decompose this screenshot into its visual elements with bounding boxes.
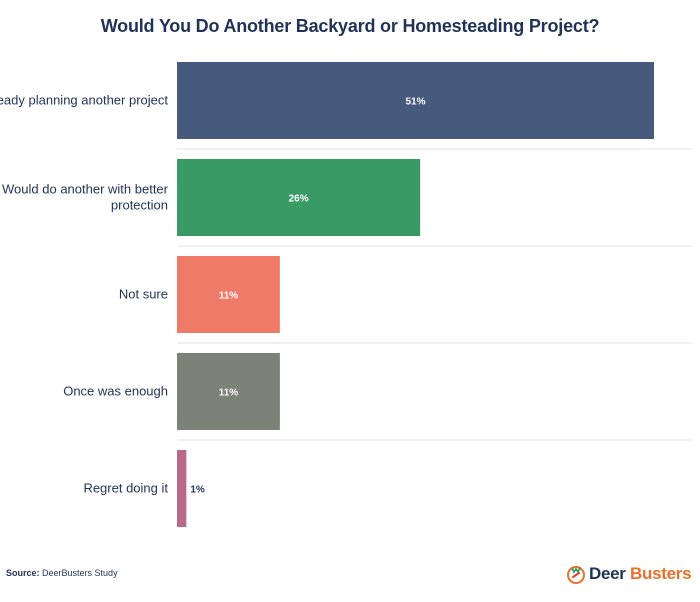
source-text: DeerBusters Study (42, 568, 118, 578)
category-label: Not sure (119, 287, 168, 302)
category-label: Once was enough (63, 384, 168, 399)
value-label: 1% (190, 485, 205, 496)
value-label: 51% (405, 97, 425, 108)
logo-text-part1: Deer (589, 564, 626, 583)
bar (177, 256, 280, 333)
deer-antler-icon (567, 566, 585, 584)
chart-title: Would You Do Another Backyard or Homeste… (100, 16, 600, 36)
deerbusters-logo: Deer Busters (565, 561, 692, 587)
logo-text-part2: Busters (625, 564, 692, 583)
source-label: Source: (6, 568, 40, 578)
value-label: 26% (289, 194, 309, 205)
value-label: 11% (219, 291, 239, 302)
value-label: 11% (219, 388, 239, 399)
bars-layer: Already planning another project 51% Would… (0, 62, 692, 527)
logo-text: Deer Busters (589, 564, 692, 584)
category-label: Regret doing it (83, 481, 168, 496)
category-label: Would do another with better protection (2, 182, 169, 213)
bar (177, 450, 187, 527)
source-note: Source: DeerBusters Study (6, 568, 118, 578)
bar (177, 62, 654, 139)
bar (177, 353, 280, 430)
bar-chart: Already planning another project 51% Would… (0, 62, 692, 527)
category-label: Already planning another project (0, 93, 168, 108)
bar (177, 159, 421, 236)
